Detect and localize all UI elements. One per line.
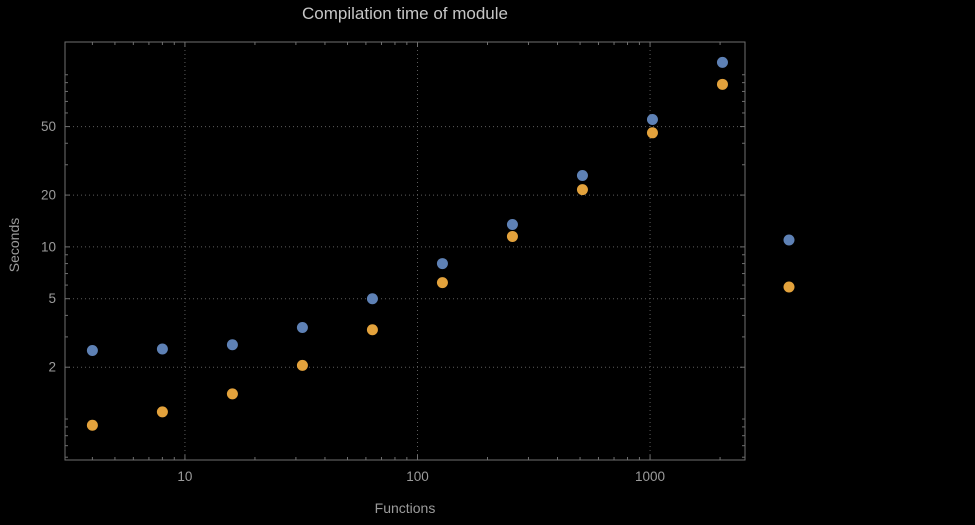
y-tick-label: 20: [41, 188, 56, 203]
data-point-series-blue: [366, 293, 378, 305]
data-point-series-blue: [156, 343, 168, 355]
data-point-series-orange: [366, 324, 378, 336]
data-point-series-orange: [716, 78, 728, 90]
data-point-series-blue: [226, 339, 238, 351]
data-point-series-orange: [86, 419, 98, 431]
data-point-series-orange: [226, 388, 238, 400]
x-tick-label: 1000: [635, 469, 665, 484]
data-point-series-blue: [576, 169, 588, 181]
data-point-series-blue: [296, 322, 308, 334]
data-point-series-orange: [506, 230, 518, 242]
x-tick-label: 100: [406, 469, 429, 484]
x-axis-label: Functions: [374, 500, 436, 516]
y-tick-label: 10: [41, 239, 56, 254]
data-point-series-orange: [436, 277, 448, 289]
plot-frame: [64, 41, 746, 461]
data-point-series-blue: [716, 56, 728, 68]
data-point-series-blue: [506, 218, 518, 230]
chart-title: Compilation time of module: [302, 4, 508, 23]
y-tick-label: 5: [48, 291, 56, 306]
data-point-series-orange: [156, 406, 168, 418]
data-point-series-blue: [86, 345, 98, 357]
legend-marker-blue: [783, 234, 795, 246]
data-point-series-orange: [576, 184, 588, 196]
data-point-series-orange: [296, 359, 308, 371]
data-point-series-orange: [646, 127, 658, 139]
legend-marker-orange: [783, 281, 795, 293]
y-tick-label: 50: [41, 119, 56, 134]
y-tick-label: 2: [48, 360, 56, 375]
x-tick-label: 10: [177, 469, 192, 484]
data-point-series-blue: [436, 258, 448, 270]
data-point-series-blue: [646, 113, 658, 125]
